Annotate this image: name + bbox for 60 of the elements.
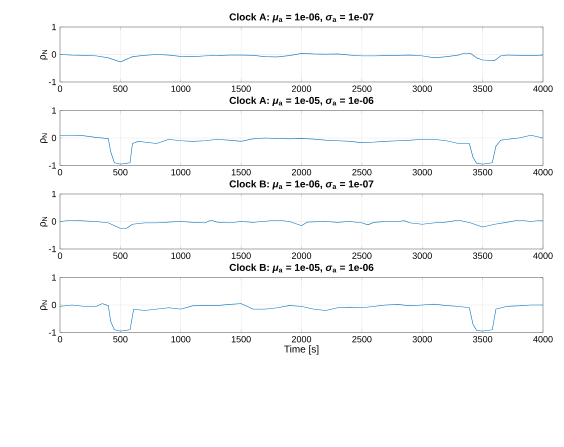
x-tick-label: 4000 bbox=[533, 169, 553, 176]
x-tick-label: 3000 bbox=[412, 252, 432, 259]
x-tick-label: 4000 bbox=[533, 86, 553, 92]
y-tick-label: -1 bbox=[48, 329, 56, 336]
y-tick-label: 1 bbox=[52, 274, 56, 281]
x-axis-title: Time [s] bbox=[284, 345, 318, 355]
x-tick-label: 2500 bbox=[352, 252, 372, 259]
y-tick-label: -1 bbox=[48, 78, 56, 86]
line-series bbox=[60, 220, 544, 229]
line-series bbox=[60, 134, 544, 164]
y-tick-label: -1 bbox=[48, 162, 56, 169]
x-tick-label: 3500 bbox=[472, 252, 492, 259]
x-tick-label: 2500 bbox=[352, 169, 372, 176]
x-tick-label: 500 bbox=[113, 252, 128, 259]
y-axis-title: ρ$_{N}$ bbox=[40, 300, 48, 310]
x-tick-label: 0 bbox=[58, 169, 62, 176]
x-tick-label: 3500 bbox=[472, 86, 492, 92]
x-tick-label: 4000 bbox=[533, 336, 553, 342]
x-tick-label: 2000 bbox=[292, 86, 312, 92]
x-tick-label: 2500 bbox=[352, 336, 372, 342]
x-tick-label: 2000 bbox=[292, 336, 312, 342]
x-tick-label: 3500 bbox=[472, 169, 492, 176]
chart-title: Clock B: μ$_{a}$ = 1e-06, σ$_{a}$ = 1e-07 bbox=[230, 180, 374, 190]
y-axis-title: ρ$_{N}$ bbox=[40, 50, 48, 60]
y-tick-label: 1 bbox=[52, 24, 56, 30]
y-tick-label: 1 bbox=[52, 190, 56, 198]
chart-title: Clock A: μ$_{a}$ = 1e-06, σ$_{a}$ = 1e-07 bbox=[230, 13, 374, 22]
y-tick-label: 0 bbox=[52, 218, 56, 225]
line-series bbox=[60, 303, 544, 332]
x-tick-label: 1000 bbox=[171, 336, 190, 342]
y-tick-label: 0 bbox=[52, 51, 56, 58]
x-tick-label: 1500 bbox=[232, 86, 251, 92]
y-tick-label: 0 bbox=[52, 134, 56, 142]
y-axis-title: ρ$_{N}$ bbox=[40, 133, 48, 143]
y-axis-title: ρ$_{N}$ bbox=[40, 216, 48, 226]
x-tick-label: 1500 bbox=[232, 252, 251, 259]
x-tick-label: 0 bbox=[58, 336, 62, 342]
x-tick-label: 4000 bbox=[533, 252, 553, 259]
x-tick-label: 3000 bbox=[412, 336, 432, 342]
x-tick-label: 2000 bbox=[292, 169, 312, 176]
x-tick-label: 500 bbox=[113, 86, 128, 92]
x-tick-label: 1500 bbox=[232, 169, 251, 176]
x-tick-label: 1000 bbox=[171, 169, 190, 176]
y-tick-label: 0 bbox=[52, 302, 56, 308]
x-tick-label: 0 bbox=[58, 252, 62, 259]
chart-title: Clock A: μ$_{a}$ = 1e-05, σ$_{a}$ = 1e-06 bbox=[230, 96, 374, 106]
x-tick-label: 3000 bbox=[412, 169, 432, 176]
x-tick-label: 1000 bbox=[171, 86, 190, 92]
x-tick-label: 3000 bbox=[412, 86, 432, 92]
chart-title: Clock B: μ$_{a}$ = 1e-05, σ$_{a}$ = 1e-06 bbox=[230, 264, 374, 273]
x-tick-label: 3500 bbox=[472, 336, 492, 342]
y-tick-label: 1 bbox=[52, 107, 56, 114]
x-tick-label: 0 bbox=[58, 86, 62, 92]
x-tick-label: 500 bbox=[113, 336, 128, 342]
x-tick-label: 500 bbox=[113, 169, 128, 176]
y-tick-label: -1 bbox=[48, 246, 56, 252]
x-tick-label: 1500 bbox=[232, 336, 251, 342]
x-tick-label: 2500 bbox=[352, 86, 372, 92]
x-tick-label: 1000 bbox=[171, 252, 190, 259]
x-tick-label: 2000 bbox=[292, 252, 312, 259]
